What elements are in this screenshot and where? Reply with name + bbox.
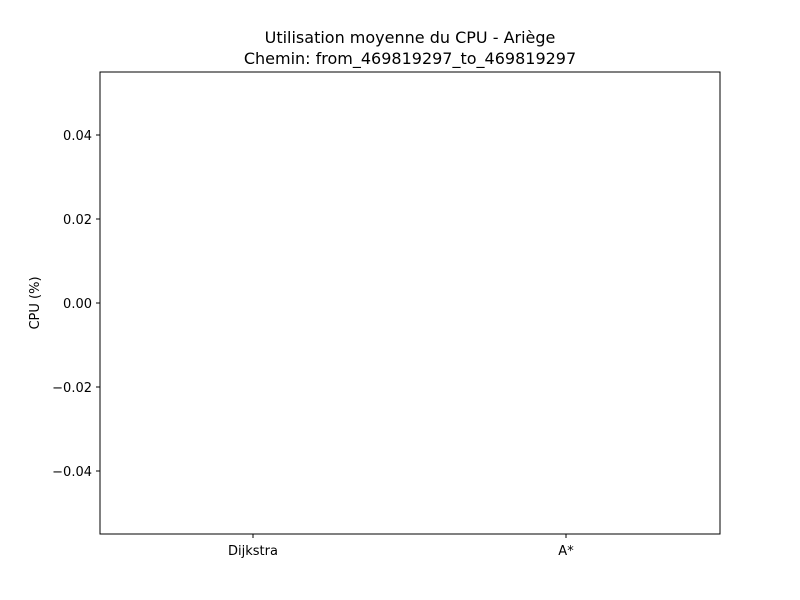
y-tick-label: 0.04 <box>63 129 92 144</box>
y-axis: −0.04 −0.02 0.00 0.02 0.04 <box>52 129 100 480</box>
y-tick-label: 0.02 <box>63 213 92 228</box>
y-tick-label: −0.02 <box>52 381 92 396</box>
chart-title: Utilisation moyenne du CPU - Ariège <box>265 28 556 47</box>
y-tick-label: −0.04 <box>52 465 92 480</box>
x-axis: Dijkstra A* <box>228 534 574 559</box>
x-tick-label: Dijkstra <box>228 544 278 559</box>
y-axis-label: CPU (%) <box>28 276 43 329</box>
chart-subtitle: Chemin: from_469819297_to_469819297 <box>244 49 576 69</box>
y-tick-label: 0.00 <box>63 297 92 312</box>
x-tick-label: A* <box>558 544 574 559</box>
plot-area-frame <box>99 71 721 535</box>
